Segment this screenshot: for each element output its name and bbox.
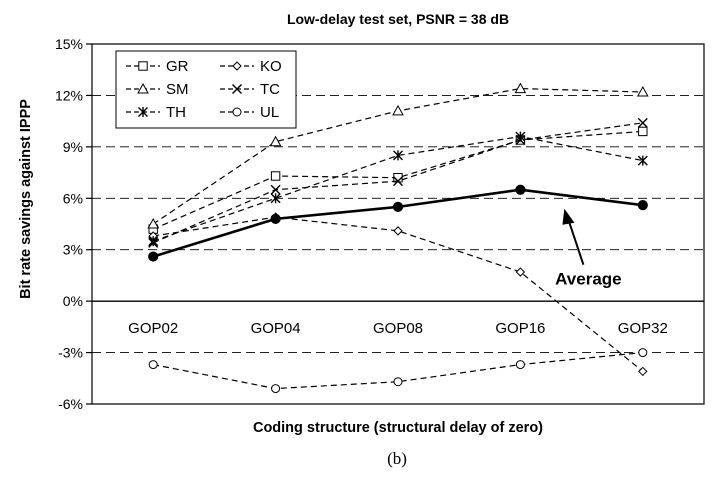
- y-tick-label: 0%: [63, 293, 83, 309]
- legend-marker: [137, 82, 149, 94]
- figure-caption: (b): [387, 449, 407, 468]
- data-point: [637, 155, 648, 166]
- data-point: [270, 184, 281, 195]
- x-axis-categories: GOP02 GOP04 GOP08 GOP16 GOP32: [128, 320, 668, 337]
- annotation-arrowhead: [562, 208, 575, 225]
- data-point: [515, 360, 525, 370]
- y-tick-label: 3%: [63, 242, 83, 258]
- data-point: [393, 226, 403, 236]
- legend-label: UL: [260, 104, 279, 121]
- data-point: [392, 201, 404, 212]
- y-axis: -6% -3% 0% 3% 6% 9% 12% 15%: [55, 36, 92, 412]
- series-line: [153, 351, 643, 390]
- data-point: [270, 213, 281, 224]
- legend-label: SM: [166, 81, 189, 98]
- x-axis-label: Coding structure (structural delay of ze…: [253, 420, 543, 436]
- x-category-label: GOP04: [251, 320, 301, 337]
- series-average: [148, 184, 648, 262]
- data-point: [270, 171, 281, 181]
- data-point: [636, 85, 649, 97]
- data-point: [148, 360, 158, 370]
- x-category-label: GOP08: [373, 320, 423, 337]
- data-point: [393, 150, 403, 161]
- plot-frame: [91, 43, 705, 405]
- legend-label: TC: [260, 81, 280, 98]
- annotation-label: Average: [555, 270, 621, 289]
- series-group: [147, 82, 649, 394]
- data-point: [637, 200, 648, 211]
- legend-marker: [232, 84, 242, 94]
- legend-item: UL: [220, 104, 279, 121]
- legend-marker: [232, 107, 242, 117]
- y-tick-label: 6%: [63, 190, 83, 206]
- x-category-label: GOP16: [495, 320, 545, 337]
- legend-item: KO: [220, 58, 282, 75]
- data-point: [270, 193, 281, 204]
- y-tick-label: -6%: [58, 396, 83, 412]
- legend-marker: [232, 61, 242, 71]
- series-ko: [148, 212, 648, 377]
- series-sm: [147, 82, 649, 229]
- legend-label: TH: [166, 104, 186, 121]
- data-point: [147, 217, 160, 229]
- data-point: [392, 104, 404, 116]
- y-tick-label: 9%: [63, 139, 83, 155]
- y-axis-label: Bit rate savings against IPPP: [18, 99, 34, 299]
- series-line: [153, 216, 644, 372]
- data-point: [515, 184, 526, 195]
- legend-marker: [138, 61, 148, 71]
- data-point: [148, 251, 159, 262]
- legend-item: TH: [126, 104, 186, 121]
- x-category-label: GOP32: [618, 320, 668, 337]
- data-point: [269, 135, 282, 147]
- legend-label: KO: [260, 58, 282, 75]
- series-ul: [148, 348, 648, 394]
- series-th: [148, 131, 648, 247]
- chart-title: Low-delay test set, PSNR = 38 dB: [287, 11, 509, 27]
- data-point: [148, 236, 159, 247]
- data-point: [515, 131, 526, 142]
- data-point: [638, 366, 648, 377]
- data-point: [393, 176, 403, 187]
- x-category-label: GOP02: [128, 320, 178, 337]
- legend-item: SM: [126, 81, 189, 98]
- annotation-arrow: [566, 216, 585, 266]
- legend-item: TC: [220, 81, 280, 98]
- data-point: [637, 117, 648, 128]
- legend-marker: [138, 107, 148, 117]
- series-line: [153, 135, 643, 242]
- data-point: [638, 348, 648, 358]
- y-tick-label: -3%: [58, 345, 83, 361]
- y-tick-label: 12%: [55, 87, 83, 103]
- data-point: [638, 126, 648, 137]
- y-tick-label: 15%: [55, 36, 83, 52]
- data-point: [393, 377, 403, 387]
- data-point: [514, 82, 527, 94]
- data-point: [515, 267, 526, 277]
- annotation: Average: [555, 208, 622, 289]
- legend-label: GR: [166, 58, 189, 75]
- legend-item: GR: [126, 58, 189, 75]
- data-point: [271, 384, 281, 394]
- legend: GR KO SM TC TH UL: [115, 50, 297, 129]
